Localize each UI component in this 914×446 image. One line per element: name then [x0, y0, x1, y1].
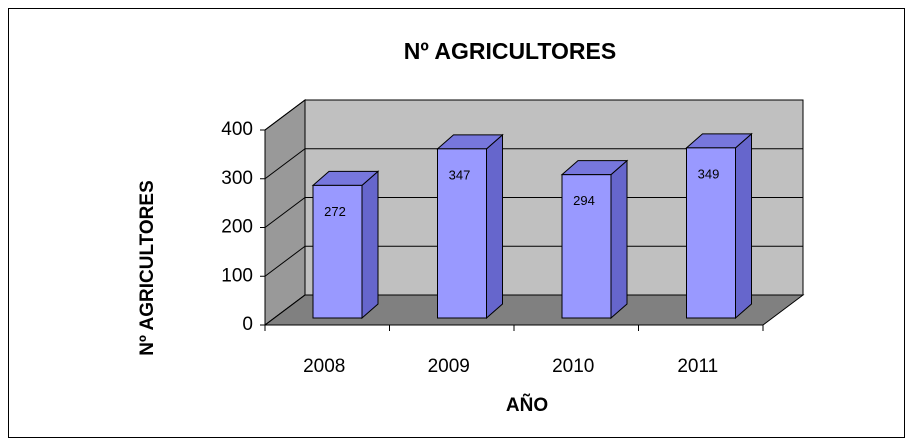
data-label: 294 [573, 193, 595, 208]
x-tick-label: 2010 [552, 356, 594, 377]
bar [437, 148, 487, 319]
bar-side [361, 170, 379, 320]
grid-line [264, 99, 306, 131]
y-tick-label: 200 [221, 217, 253, 238]
chart-title: Nº AGRICULTORES [404, 38, 616, 64]
grid-line [264, 197, 306, 228]
grid-line [264, 294, 306, 326]
bar-side [610, 159, 628, 320]
data-label: 347 [449, 167, 471, 182]
bar-side [735, 132, 752, 320]
x-tick-label: 2008 [303, 356, 345, 377]
data-label: 349 [698, 166, 720, 181]
x-tick-label: 2009 [428, 356, 470, 377]
bar [561, 174, 612, 319]
x-axis-title: AÑO [506, 394, 548, 416]
grid-line [264, 245, 306, 277]
y-tick-label: 100 [221, 265, 253, 286]
bar-side [486, 133, 503, 320]
bar [686, 147, 736, 319]
y-tick-label: 400 [221, 119, 253, 140]
y-tick-label: 0 [242, 314, 253, 335]
x-tick-label: 2011 [677, 356, 718, 377]
grid-line [264, 148, 306, 180]
data-label: 272 [324, 204, 346, 219]
y-axis-title: Nº AGRICULTORES [137, 180, 158, 355]
y-tick-label: 300 [221, 168, 253, 189]
bar [312, 184, 363, 319]
